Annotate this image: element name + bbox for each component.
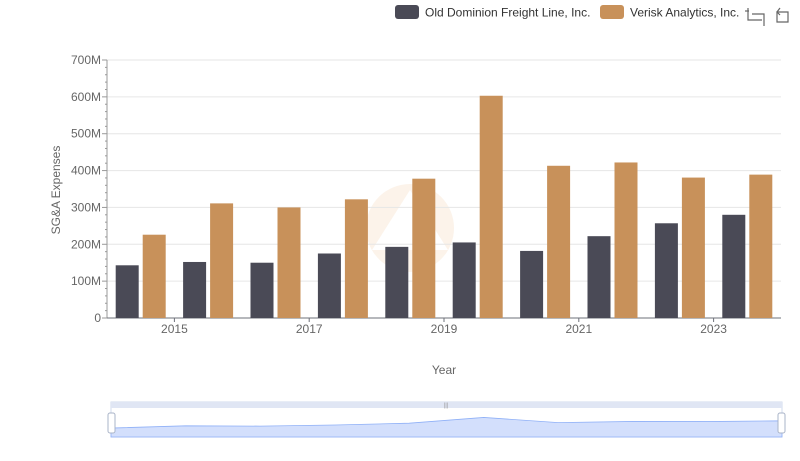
- bar-old-dominion-2018[interactable]: [385, 246, 409, 318]
- data-zoom-top-bar[interactable]: [111, 402, 782, 408]
- bar-old-dominion-2021[interactable]: [587, 236, 611, 318]
- x-axis-title: Year: [432, 363, 456, 377]
- bar-verisk-2017[interactable]: [344, 199, 368, 318]
- legend: Old Dominion Freight Line, Inc. Verisk A…: [395, 5, 739, 20]
- y-tick-label: 0: [94, 311, 101, 325]
- legend-swatch-verisk: [600, 5, 624, 19]
- bar-verisk-2020[interactable]: [547, 165, 571, 318]
- x-tick-label: 2021: [565, 322, 592, 336]
- legend-swatch-old-dominion: [395, 5, 419, 19]
- bars: [115, 95, 773, 319]
- data-zoom-handle-right[interactable]: [777, 412, 786, 434]
- x-tick-label: 2017: [296, 322, 323, 336]
- legend-item-verisk[interactable]: Verisk Analytics, Inc.: [600, 5, 739, 20]
- bar-verisk-2016[interactable]: [277, 207, 301, 318]
- y-tick-label: 400M: [71, 164, 101, 178]
- x-tick-label: 2023: [700, 322, 727, 336]
- bar-old-dominion-2023[interactable]: [722, 214, 746, 318]
- bar-old-dominion-2016[interactable]: [250, 262, 274, 318]
- bar-old-dominion-2015[interactable]: [183, 261, 207, 318]
- y-tick-label: 500M: [71, 127, 101, 141]
- bar-verisk-2015[interactable]: [210, 203, 234, 318]
- y-tick-label: 600M: [71, 90, 101, 104]
- y-axis: 0 100M 200M 300M 400M 500M 600M 700M: [71, 53, 108, 325]
- y-tick-label: 100M: [71, 274, 101, 288]
- bar-old-dominion-2017[interactable]: [317, 253, 341, 319]
- bar-verisk-2022[interactable]: [681, 177, 705, 318]
- data-zoom-handle-left[interactable]: [107, 412, 116, 434]
- bar-verisk-2018[interactable]: [412, 178, 436, 318]
- watermark-logo: [366, 184, 454, 272]
- y-tick-label: 200M: [71, 237, 101, 251]
- data-zoom-preview-area: [110, 417, 783, 438]
- crop-zoom-icon[interactable]: [745, 8, 765, 26]
- bar-old-dominion-2019[interactable]: [452, 242, 476, 318]
- x-tick-label: 2015: [161, 322, 188, 336]
- legend-item-old-dominion[interactable]: Old Dominion Freight Line, Inc.: [395, 5, 590, 20]
- legend-label-old-dominion: Old Dominion Freight Line, Inc.: [425, 6, 590, 20]
- y-tick-label: 300M: [71, 200, 101, 214]
- bar-verisk-2021[interactable]: [614, 162, 638, 318]
- x-tick-label: 2019: [431, 322, 458, 336]
- y-tick-label: 700M: [71, 53, 101, 67]
- bar-old-dominion-2014[interactable]: [115, 265, 139, 318]
- bar-old-dominion-2020[interactable]: [520, 250, 544, 318]
- data-zoom-slider[interactable]: |||: [107, 401, 786, 438]
- bar-verisk-2019[interactable]: [479, 95, 503, 318]
- bar-verisk-2014[interactable]: [142, 234, 166, 318]
- bar-old-dominion-2022[interactable]: [654, 223, 678, 318]
- bar-verisk-2023[interactable]: [749, 174, 773, 318]
- restore-icon[interactable]: [776, 7, 789, 23]
- x-axis: 2015 2017 2019 2021 2023: [107, 317, 781, 336]
- y-axis-title: SG&A Expenses: [49, 146, 63, 235]
- data-zoom-grip-icon: |||: [444, 403, 449, 409]
- legend-label-verisk: Verisk Analytics, Inc.: [630, 6, 739, 20]
